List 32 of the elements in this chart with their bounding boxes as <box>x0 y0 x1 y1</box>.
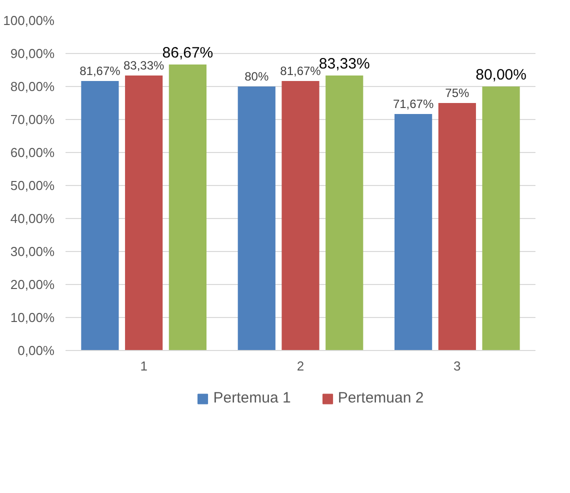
bar <box>438 103 476 350</box>
bar <box>238 86 276 350</box>
y-tick-label: 100,00% <box>3 13 55 28</box>
bar <box>168 64 206 350</box>
bar <box>326 76 364 350</box>
x-tick-label: 1 <box>140 358 148 374</box>
data-label: 81,67% <box>80 64 121 78</box>
data-label: 75% <box>445 86 470 100</box>
y-tick-label: 90,00% <box>10 46 55 61</box>
data-label: 83,33% <box>123 58 165 73</box>
x-tick-label: 3 <box>454 358 461 374</box>
y-tick-label: 50,00% <box>10 178 55 193</box>
bar <box>394 114 432 350</box>
y-tick-label: 0,00% <box>18 343 55 358</box>
data-label: 80% <box>244 70 269 84</box>
data-label: 80,00% <box>476 66 526 84</box>
y-tick-label: 70,00% <box>10 112 55 127</box>
y-tick-label: 40,00% <box>10 211 55 226</box>
data-label: 86,67% <box>162 44 214 62</box>
y-tick-label: 80,00% <box>10 79 55 94</box>
bar <box>482 86 520 350</box>
legend-label: Pertemua 1 <box>213 390 291 406</box>
bar <box>282 80 320 350</box>
bar <box>125 76 163 350</box>
y-tick-label: 10,00% <box>10 310 55 325</box>
y-tick-label: 20,00% <box>10 277 55 292</box>
bar <box>81 80 119 350</box>
y-tick-label: 60,00% <box>10 145 55 160</box>
x-tick-label: 2 <box>296 358 304 374</box>
legend-label: Pertemuan 2 <box>338 390 424 406</box>
y-tick-label: 30,00% <box>10 244 55 259</box>
data-label: 71,67% <box>392 96 434 111</box>
